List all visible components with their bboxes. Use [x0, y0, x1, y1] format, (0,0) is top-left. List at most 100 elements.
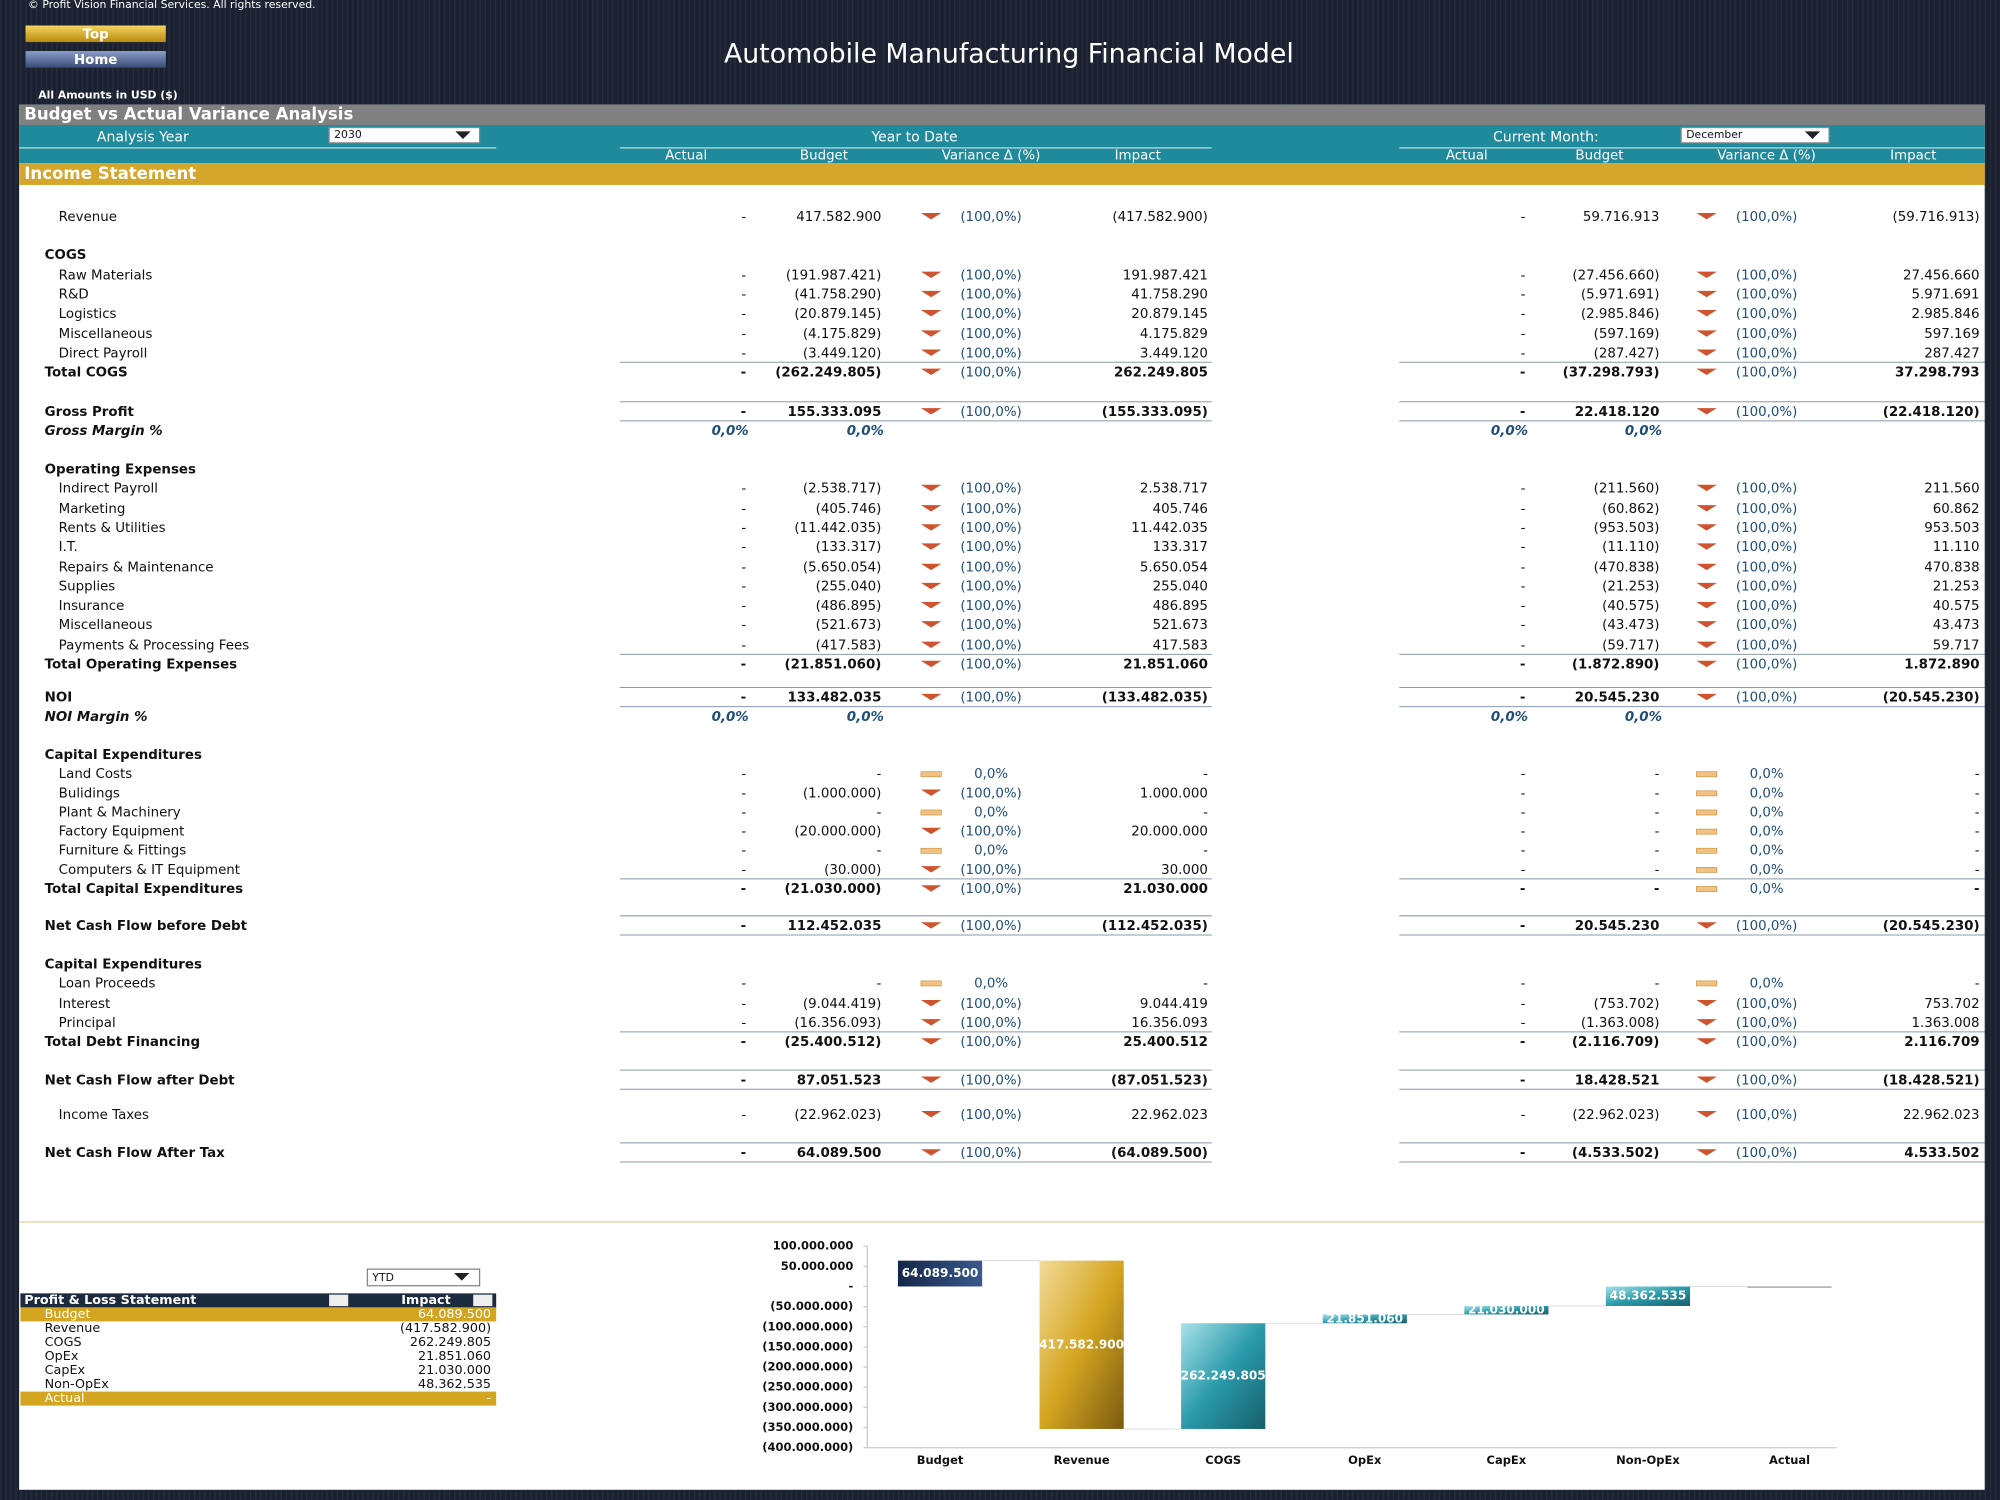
value-cell: 4.175.829 [1140, 327, 1208, 342]
variance-icon [1696, 1076, 1717, 1083]
value-cell: (255.040) [816, 580, 882, 595]
row-label: Factory Equipment [59, 825, 185, 840]
filter-button[interactable] [473, 1294, 493, 1307]
value-cell: - [741, 307, 746, 322]
value-cell: - [1655, 825, 1660, 840]
value-cell: - [1203, 767, 1208, 782]
value-cell: 20.879.145 [1131, 307, 1208, 322]
year-value[interactable]: 2030 [334, 128, 362, 141]
variance-icon [1696, 660, 1717, 668]
month-value[interactable]: December [1686, 128, 1743, 141]
value-cell: (9.044.419) [803, 997, 882, 1012]
variance-icon [1696, 330, 1717, 337]
variance-cell: (100,0%) [960, 882, 1021, 897]
value-cell: - [1520, 405, 1526, 420]
value-cell: - [877, 805, 882, 820]
variance-icon [920, 1038, 942, 1045]
value-cell: (2.538.717) [803, 482, 882, 497]
y-tick-label: (200.000.000) [762, 1360, 853, 1374]
section-bar [19, 104, 1985, 125]
dropdown-arrow[interactable] [454, 1272, 470, 1281]
value-cell: (87.051.523) [1111, 1073, 1208, 1088]
variance-icon [1696, 1038, 1717, 1045]
value-cell: (155.333.095) [1102, 405, 1208, 420]
row-label: Raw Materials [59, 269, 153, 284]
value-cell: - [1521, 825, 1526, 840]
top-button[interactable] [25, 25, 166, 43]
variance-cell: (100,0%) [1736, 482, 1797, 497]
value-cell: - [1521, 580, 1526, 595]
dropdown-arrow[interactable] [1804, 131, 1821, 140]
value-cell: - [1521, 786, 1526, 801]
home-button-label[interactable]: Home [74, 53, 117, 68]
dropdown-arrow[interactable] [455, 131, 471, 140]
value-cell: - [877, 767, 882, 782]
value-cell: (1.872.890) [1572, 658, 1660, 673]
waterfall-bar [897, 1260, 983, 1287]
row-label: Net Cash Flow after Debt [45, 1073, 236, 1088]
row-label: Gross Margin % [45, 424, 163, 439]
value-cell: 191.987.421 [1123, 269, 1208, 284]
value-cell: - [877, 976, 882, 991]
value-cell: 2.538.717 [1140, 482, 1208, 497]
summary-dropdown[interactable] [366, 1268, 481, 1287]
value-cell: 4.533.502 [1904, 1146, 1979, 1161]
value-cell: 60.862 [1933, 502, 1980, 517]
value-cell: - [1975, 786, 1980, 801]
variance-icon [920, 582, 942, 590]
band-title: Income Statement [24, 164, 196, 183]
variance-icon [920, 349, 942, 356]
summary-selector[interactable]: YTD [371, 1271, 394, 1284]
value-cell: - [741, 805, 746, 820]
value-cell: - [741, 825, 746, 840]
filter-button[interactable] [329, 1294, 349, 1307]
y-tick-label: (50.000.000) [770, 1299, 853, 1313]
y-tick-label: 100.000.000 [773, 1239, 854, 1253]
variance-cell: (100,0%) [1736, 210, 1797, 225]
month-dropdown[interactable] [1680, 126, 1830, 144]
variance-cell: (100,0%) [1736, 307, 1797, 322]
variance-icon [920, 827, 942, 835]
variance-icon [1696, 290, 1717, 298]
variance-icon [1696, 1149, 1717, 1156]
value-cell: - [1655, 863, 1660, 878]
variance-icon [1696, 408, 1717, 415]
value-cell: (20.879.145) [794, 307, 881, 322]
value-cell: (21.030.000) [785, 882, 882, 897]
value-cell: - [1655, 976, 1660, 991]
value-cell: (521.673) [816, 618, 882, 633]
value-cell: - [1655, 786, 1660, 801]
value-cell: 22.962.023 [1131, 1108, 1208, 1123]
value-cell: (11.110) [1602, 540, 1659, 555]
value-cell: (470.838) [1594, 561, 1660, 576]
value-cell: - [1520, 1146, 1526, 1161]
value-cell: 59.717 [1933, 638, 1980, 653]
variance-cell: 0,0% [974, 805, 1008, 820]
summary-label: Actual [45, 1391, 85, 1406]
value-cell: - [741, 561, 746, 576]
top-button-label[interactable]: Top [83, 27, 109, 42]
variance-cell: (100,0%) [960, 618, 1021, 633]
variance-icon [1696, 621, 1717, 628]
value-cell: - [1521, 561, 1526, 576]
variance-icon [920, 660, 942, 668]
summary-label: OpEx [45, 1349, 79, 1364]
value-cell: - [1521, 269, 1526, 284]
variance-cell: (100,0%) [960, 580, 1021, 595]
variance-cell: (100,0%) [1736, 346, 1797, 361]
year-dropdown[interactable] [328, 126, 481, 144]
row-label: Miscellaneous [59, 618, 153, 633]
home-button[interactable] [25, 51, 166, 68]
row-label: Loan Proceeds [59, 976, 156, 991]
value-cell: - [741, 882, 747, 897]
variance-icon [1696, 349, 1717, 356]
variance-icon [1696, 886, 1718, 892]
margin-cell: 0,0% [847, 710, 884, 725]
value-cell: 5.971.691 [1912, 288, 1980, 303]
waterfall-bar [1747, 1286, 1832, 1288]
variance-icon [1696, 563, 1717, 571]
value-cell: (597.169) [1594, 327, 1660, 342]
variance-icon [1696, 980, 1718, 987]
value-cell: - [1521, 976, 1526, 991]
